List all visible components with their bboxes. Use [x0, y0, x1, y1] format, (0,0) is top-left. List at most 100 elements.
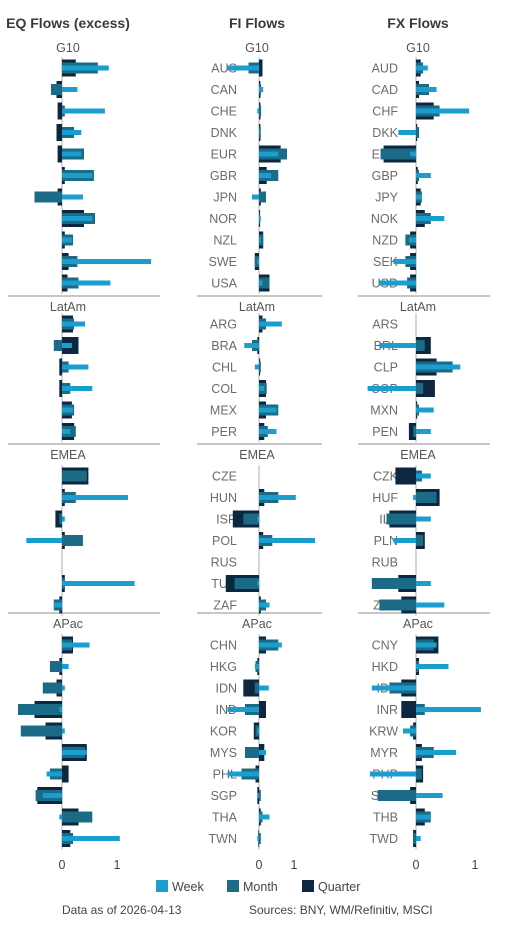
bar-week [416, 836, 421, 841]
country-label: CHF [372, 105, 398, 119]
bar-month [245, 747, 259, 758]
bar-quarter [395, 467, 416, 485]
bar-month [377, 790, 416, 801]
panel-0: EQ Flows (excess) G10 LatAm EMEA APac 0 1 [6, 15, 152, 872]
bar-week [379, 280, 416, 286]
bar-week [62, 728, 65, 734]
bar-month [259, 105, 262, 117]
country-label: JPN [213, 191, 237, 205]
bar-week [62, 642, 90, 648]
bar-quarter [57, 102, 62, 120]
bar-month [243, 513, 260, 525]
bar-week [257, 836, 260, 841]
bar-month [259, 234, 264, 246]
bar-week [398, 130, 416, 135]
country-label: MYS [210, 746, 237, 760]
country-label: TWN [209, 832, 237, 846]
bar-month [386, 513, 416, 525]
country-label: MYR [370, 746, 398, 760]
country-label: TWD [370, 832, 398, 846]
bar-week [62, 364, 89, 370]
bar-month [51, 84, 62, 95]
bar-month [416, 492, 437, 503]
bar-week [259, 538, 315, 543]
x-tick-label: 0 [59, 858, 66, 872]
panel-2: FX FlowsG10AUDCADCHFDKKEURGBPJPYNOKNZDSE… [367, 15, 481, 872]
bar-week [416, 602, 445, 608]
bar-week [62, 495, 128, 500]
bar-week [259, 237, 261, 243]
bar-week [259, 685, 269, 691]
legend-month-label: Month [243, 880, 278, 894]
country-label: AUD [372, 62, 398, 76]
country-label: CLP [374, 361, 398, 375]
bar-month [416, 127, 419, 138]
country-label: CHL [212, 361, 237, 375]
region-title: G10 [56, 41, 80, 55]
bar-week [259, 495, 296, 500]
region-title: EMEA [50, 448, 86, 462]
country-label: POL [212, 534, 237, 548]
bar-week [62, 151, 82, 157]
bar-week [257, 581, 260, 586]
region-title: EMEA [400, 448, 436, 462]
bar-month [259, 127, 261, 138]
bar-month [42, 682, 63, 694]
bar-week [62, 108, 105, 114]
bar-week [257, 516, 260, 522]
country-label: KRW [369, 725, 398, 739]
region-title: APac [403, 617, 433, 631]
bar-week [416, 750, 457, 755]
bar-quarter [57, 145, 62, 163]
bar-week [62, 87, 78, 92]
country-label: JPY [375, 191, 399, 205]
bar-month [416, 340, 425, 351]
legend-quarter-label: Quarter [318, 880, 360, 894]
bar-week [413, 495, 417, 500]
panel-title: FX Flows [387, 15, 449, 31]
bar-week [259, 151, 279, 157]
bar-week [416, 173, 431, 178]
country-label: NZL [213, 234, 237, 248]
country-label: CZE [212, 470, 237, 484]
country-label: IND [215, 703, 237, 717]
region-title: APac [242, 617, 272, 631]
region-title: LatAm [400, 300, 436, 314]
bar-week [257, 793, 260, 798]
bar-week [416, 194, 422, 200]
bar-week [379, 343, 416, 348]
x-tick-label: 0 [256, 858, 263, 872]
bar-week [403, 728, 416, 734]
bar-week [259, 750, 266, 755]
bar-quarter [408, 423, 416, 440]
country-label: AUS [211, 62, 237, 76]
bar-week [62, 173, 93, 178]
bar-month [371, 578, 417, 589]
panel-title: FI Flows [229, 15, 285, 31]
bar-week [416, 581, 431, 586]
bar-week [416, 108, 470, 114]
bar-week [259, 386, 265, 391]
country-label: RUB [372, 556, 398, 570]
as-of-date: Data as of 2026-04-13 [62, 903, 182, 917]
region-title: EMEA [239, 448, 275, 462]
bar-quarter [259, 59, 263, 77]
bar-week [259, 602, 270, 608]
bar-week [254, 664, 259, 669]
country-label: USA [211, 277, 237, 291]
country-label: NZD [372, 234, 398, 248]
bar-week [410, 151, 416, 157]
country-label: CHE [211, 105, 237, 119]
country-label: IDN [215, 682, 237, 696]
bar-week [62, 516, 65, 522]
x-tick-label: 1 [472, 858, 479, 872]
bar-month [413, 833, 417, 844]
bar-week [252, 194, 259, 200]
bar-week [367, 386, 416, 391]
bar-week [59, 707, 63, 712]
bar-week [371, 685, 417, 691]
country-label: INR [376, 703, 398, 717]
bar-week [259, 814, 270, 820]
country-label: HUF [372, 491, 398, 505]
